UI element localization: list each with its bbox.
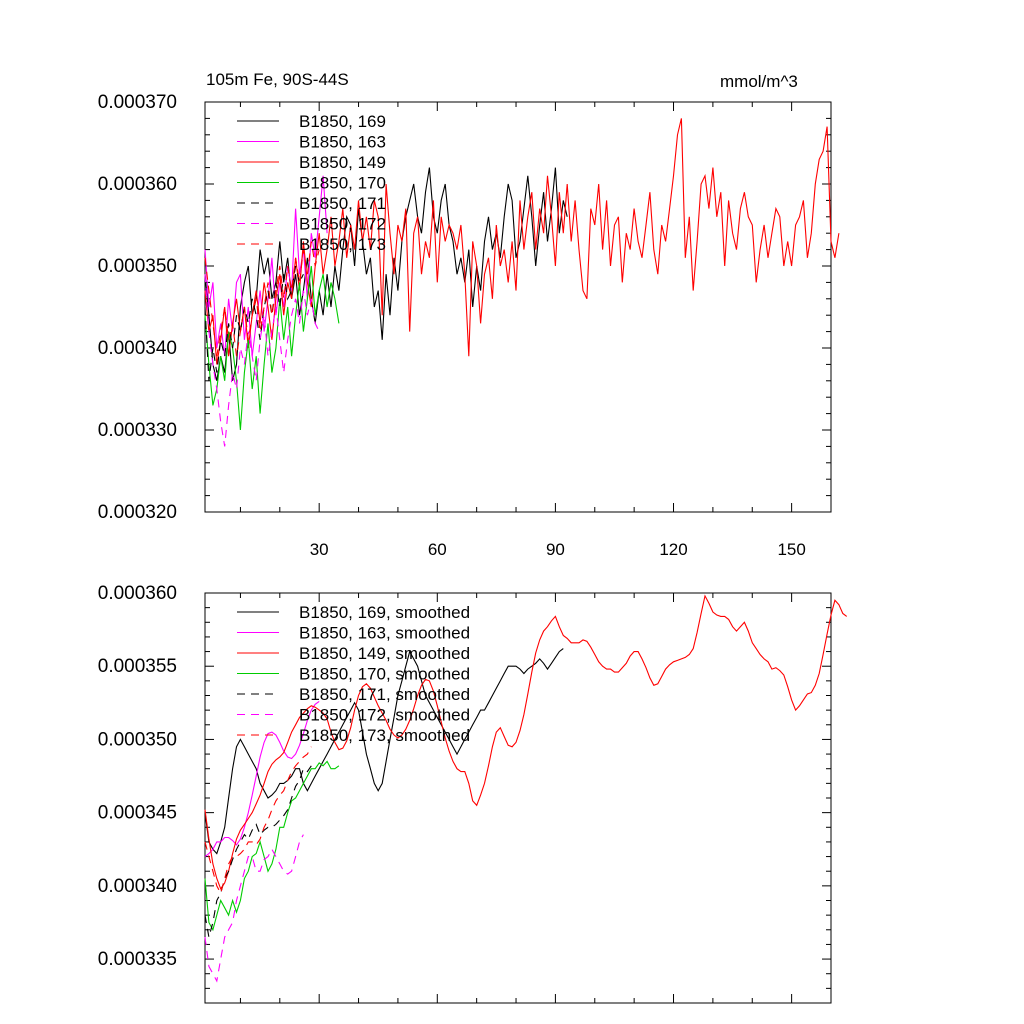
series-line — [204, 241, 320, 357]
x-tick-label: 150 — [777, 540, 805, 559]
y-tick-label: 0.000360 — [98, 174, 177, 195]
y-tick-label: 0.000355 — [98, 656, 177, 677]
x-tick-label: 30 — [310, 540, 329, 559]
units-label: mmol/m^3 — [720, 72, 798, 91]
legend-label: B1850, 171 — [299, 194, 386, 213]
y-tick-label: 0.000345 — [98, 803, 177, 824]
series-line — [204, 167, 568, 381]
series-line — [204, 265, 340, 431]
series-line — [204, 746, 312, 895]
legend-label: B1850, 173 — [299, 235, 386, 254]
y-tick-label: 0.000320 — [98, 502, 177, 523]
legend-label: B1850, 163, smoothed — [299, 624, 470, 643]
x-tick-label: 120 — [659, 540, 687, 559]
y-tick-label: 0.000340 — [98, 338, 177, 359]
series-line — [204, 648, 564, 855]
series-line — [204, 265, 304, 381]
y-tick-label: 0.000350 — [98, 256, 177, 277]
y-tick-label: 0.000350 — [98, 729, 177, 750]
series-line — [204, 834, 304, 983]
series-line — [204, 175, 328, 357]
x-tick-label: 90 — [546, 540, 565, 559]
series-line — [204, 700, 320, 858]
series-line — [204, 594, 848, 890]
legend-label: B1850, 169, smoothed — [299, 603, 470, 622]
panel-title: 105m Fe, 90S-44S — [206, 70, 349, 89]
legend-label: B1850, 169 — [299, 112, 386, 131]
series-line — [204, 765, 312, 938]
legend-label: B1850, 163 — [299, 133, 386, 152]
y-tick-label: 0.000370 — [98, 92, 177, 113]
x-tick-label: 60 — [428, 540, 447, 559]
legend-label: B1850, 171, smoothed — [299, 685, 470, 704]
y-tick-label: 0.000360 — [98, 583, 177, 604]
legend-label: B1850, 172 — [299, 215, 386, 234]
y-tick-label: 0.000340 — [98, 876, 177, 897]
y-tick-label: 0.000335 — [98, 949, 177, 970]
series-line — [204, 760, 340, 932]
series-line — [204, 274, 320, 447]
y-tick-label: 0.000330 — [98, 420, 177, 441]
legend-label: B1850, 170, smoothed — [299, 665, 470, 684]
legend-label: B1850, 149, smoothed — [299, 644, 470, 663]
legend-label: B1850, 173, smoothed — [299, 726, 470, 745]
legend-label: B1850, 172, smoothed — [299, 706, 470, 725]
legend-label: B1850, 170 — [299, 174, 386, 193]
legend-label: B1850, 149 — [299, 153, 386, 172]
